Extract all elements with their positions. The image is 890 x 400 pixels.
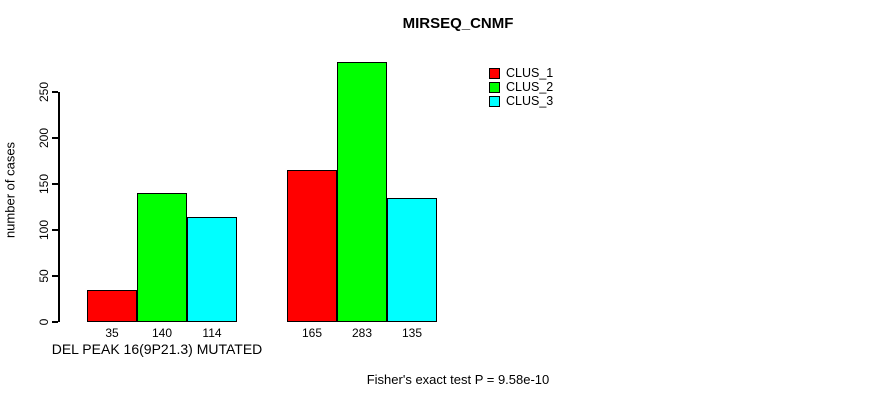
legend-label: CLUS_1 <box>506 66 554 80</box>
legend-swatch-icon <box>489 81 500 93</box>
legend-item-clus_3: CLUS_3 <box>489 94 553 108</box>
y-tick-label: 50 <box>37 269 51 283</box>
y-tick-label: 150 <box>37 173 51 195</box>
chart-title: MIRSEQ_CNMF <box>402 15 514 32</box>
bar-clus_3-group2 <box>387 197 437 322</box>
bar-value-label: 35 <box>105 326 119 340</box>
legend-item-clus_1: CLUS_1 <box>489 66 553 80</box>
bar-value-label: 165 <box>301 326 323 340</box>
annotation-text: Fisher's exact test P = 9.58e-10 <box>366 372 550 387</box>
bar-clus_2-group2 <box>337 61 387 322</box>
y-tick-mark <box>52 321 58 323</box>
y-tick-label: 200 <box>37 127 51 149</box>
y-tick-mark <box>52 229 58 231</box>
bar-value-label: 114 <box>202 326 222 340</box>
bar-value-label: 283 <box>351 326 373 340</box>
y-tick-mark <box>52 183 58 185</box>
y-tick-mark <box>52 137 58 139</box>
legend-swatch-icon <box>489 95 500 107</box>
bar-clus_1-group1 <box>87 289 137 322</box>
bar-value-label: 135 <box>401 326 423 340</box>
x-axis-group-label: DEL PEAK 16(9P21.3) MUTATED <box>51 341 263 357</box>
legend: CLUS_1 CLUS_2 CLUS_3 <box>489 66 553 108</box>
bar-clus_2-group1 <box>137 193 187 322</box>
y-tick-label: 250 <box>37 81 51 103</box>
bar-clus_3-group1 <box>187 217 237 322</box>
legend-swatch-icon <box>489 67 500 79</box>
y-tick-mark <box>52 275 58 277</box>
legend-label: CLUS_3 <box>506 94 554 108</box>
y-axis-line <box>58 92 60 322</box>
y-tick-mark <box>52 91 58 93</box>
y-tick-label: 100 <box>37 219 51 241</box>
legend-item-clus_2: CLUS_2 <box>489 80 553 94</box>
legend-label: CLUS_2 <box>506 80 554 94</box>
bar-clus_1-group2 <box>287 170 337 322</box>
y-axis-label: number of cases <box>2 141 18 239</box>
y-tick-label: 0 <box>37 318 51 326</box>
bar-value-label: 140 <box>151 326 173 340</box>
